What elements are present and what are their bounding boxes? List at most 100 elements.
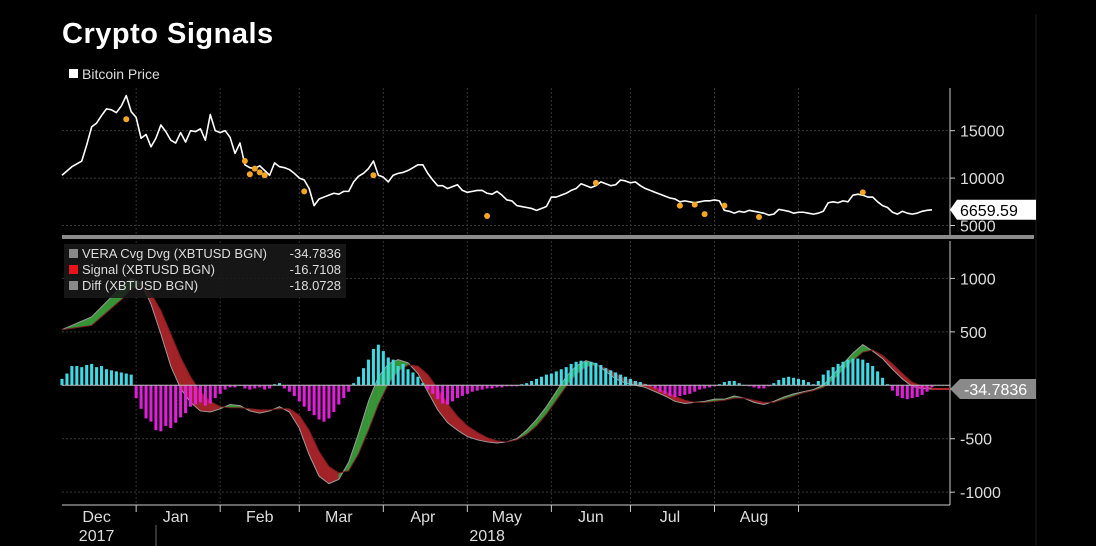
diff-bar-negative [169, 385, 173, 429]
panel-divider [62, 235, 1034, 239]
diff-bar-negative [915, 385, 919, 398]
month-label: Apr [410, 509, 436, 526]
diff-bar-positive [90, 363, 94, 386]
diff-bar-negative [243, 385, 247, 389]
diff-bar-positive [722, 382, 726, 386]
signal-dot [701, 211, 708, 218]
diff-bar-negative [322, 385, 326, 422]
diff-bar-negative [767, 385, 771, 387]
diff-bar-negative [213, 385, 217, 399]
ribbon-bear-segment [170, 333, 181, 389]
diff-bar-positive [277, 383, 282, 386]
diff-bar-positive [876, 371, 880, 386]
diff-bar-negative [505, 385, 509, 387]
diff-bar-positive [737, 383, 741, 386]
diff-bar-positive [362, 368, 366, 386]
diff-bar-positive [386, 357, 390, 386]
diff-bar-negative [134, 385, 138, 399]
month-label: Dec [82, 509, 110, 526]
ribbon-bull-segment [852, 344, 864, 362]
diff-bar-positive [411, 372, 415, 386]
diff-bar-positive [85, 364, 89, 386]
diff-bar-positive [826, 370, 830, 386]
signal-dot [246, 171, 253, 178]
diff-bar-negative [297, 385, 301, 402]
diff-bar-negative [436, 385, 440, 400]
legend-series-value: -34.7836 [290, 246, 341, 261]
diff-bar-negative [302, 385, 306, 407]
price-callout-box [950, 199, 1036, 220]
legend-swatch [69, 281, 78, 290]
diff-bar-negative [712, 385, 717, 387]
diff-bar-positive [856, 358, 860, 386]
diff-bar-negative [747, 385, 751, 387]
diff-bar-negative [431, 385, 435, 394]
diff-bar-negative [905, 385, 909, 400]
diff-bar-negative [688, 385, 692, 394]
legend-series-value: -16.7108 [290, 262, 341, 277]
diff-bar-negative [159, 385, 163, 432]
month-label: Jan [163, 509, 189, 526]
diff-bar-negative [515, 385, 519, 387]
diff-bar-negative [174, 385, 178, 423]
legend-series-name: Diff (XBTUSD BGN) [82, 278, 198, 293]
diff-bar-positive [129, 374, 133, 386]
diff-bar-negative [930, 385, 934, 388]
diff-bar-positive [885, 384, 890, 386]
diff-bar-positive [569, 363, 573, 386]
diff-bar-positive [109, 370, 113, 386]
diff-bar-positive [530, 381, 534, 386]
diff-bar-positive [65, 373, 69, 386]
month-label: Jul [660, 509, 680, 526]
diff-bar-positive [376, 344, 380, 386]
diff-bar-negative [154, 385, 158, 431]
callouts-layer: 6659.59 -34.7836 [932, 199, 1036, 400]
diff-bar-negative [658, 385, 662, 392]
diff-bar-positive [579, 360, 583, 386]
diff-bar-negative [287, 385, 291, 392]
diff-bar-positive [871, 366, 875, 386]
diff-bar-negative [678, 385, 682, 396]
legend-background [64, 244, 346, 298]
diff-bar-negative [337, 385, 341, 405]
diff-bar-negative [668, 385, 672, 396]
diff-bar-negative [762, 385, 766, 389]
diff-bar-negative [490, 385, 494, 389]
diff-bar-negative [218, 385, 222, 394]
diff-bar-positive [851, 358, 855, 386]
diff-bar-negative [446, 385, 450, 405]
diff-bar-negative [465, 385, 469, 394]
diff-bar-negative [198, 385, 202, 403]
diff-bar-positive [792, 377, 796, 386]
diff-bar-negative [327, 385, 331, 419]
diff-bar-positive [75, 366, 79, 386]
diff-bar-negative [455, 385, 459, 399]
diff-bar-positive [401, 363, 405, 386]
diff-bar-positive [806, 382, 810, 386]
indicator-callout-label: -34.7836 [964, 382, 1027, 399]
diff-bar-positive [604, 368, 608, 386]
diff-bar-positive [104, 369, 109, 386]
diff-bar-negative [460, 385, 464, 396]
diff-bar-positive [421, 383, 425, 386]
diff-bar-negative [698, 385, 702, 390]
diff-bar-positive [381, 351, 385, 386]
diff-bar-negative [233, 385, 237, 388]
diff-bar-negative [510, 385, 514, 387]
signal-dot [301, 188, 308, 195]
diff-bar-negative [307, 385, 311, 411]
legend-series-value: -18.0728 [290, 278, 341, 293]
diff-bar-positive [599, 364, 603, 386]
diff-bar-negative [223, 385, 227, 390]
diff-bar-negative [292, 385, 296, 396]
legend-swatch [69, 265, 78, 274]
signal-dot [691, 201, 698, 208]
diff-bar-positive [816, 381, 820, 386]
diff-bar-positive [114, 371, 118, 386]
price-y-tick-label: 10000 [960, 171, 1005, 188]
diff-bar-negative [708, 385, 712, 388]
diff-bar-positive [619, 374, 623, 386]
diff-bar-positive [564, 367, 568, 386]
diff-bar-negative [648, 385, 652, 387]
ribbon-bear-segment [150, 292, 162, 335]
